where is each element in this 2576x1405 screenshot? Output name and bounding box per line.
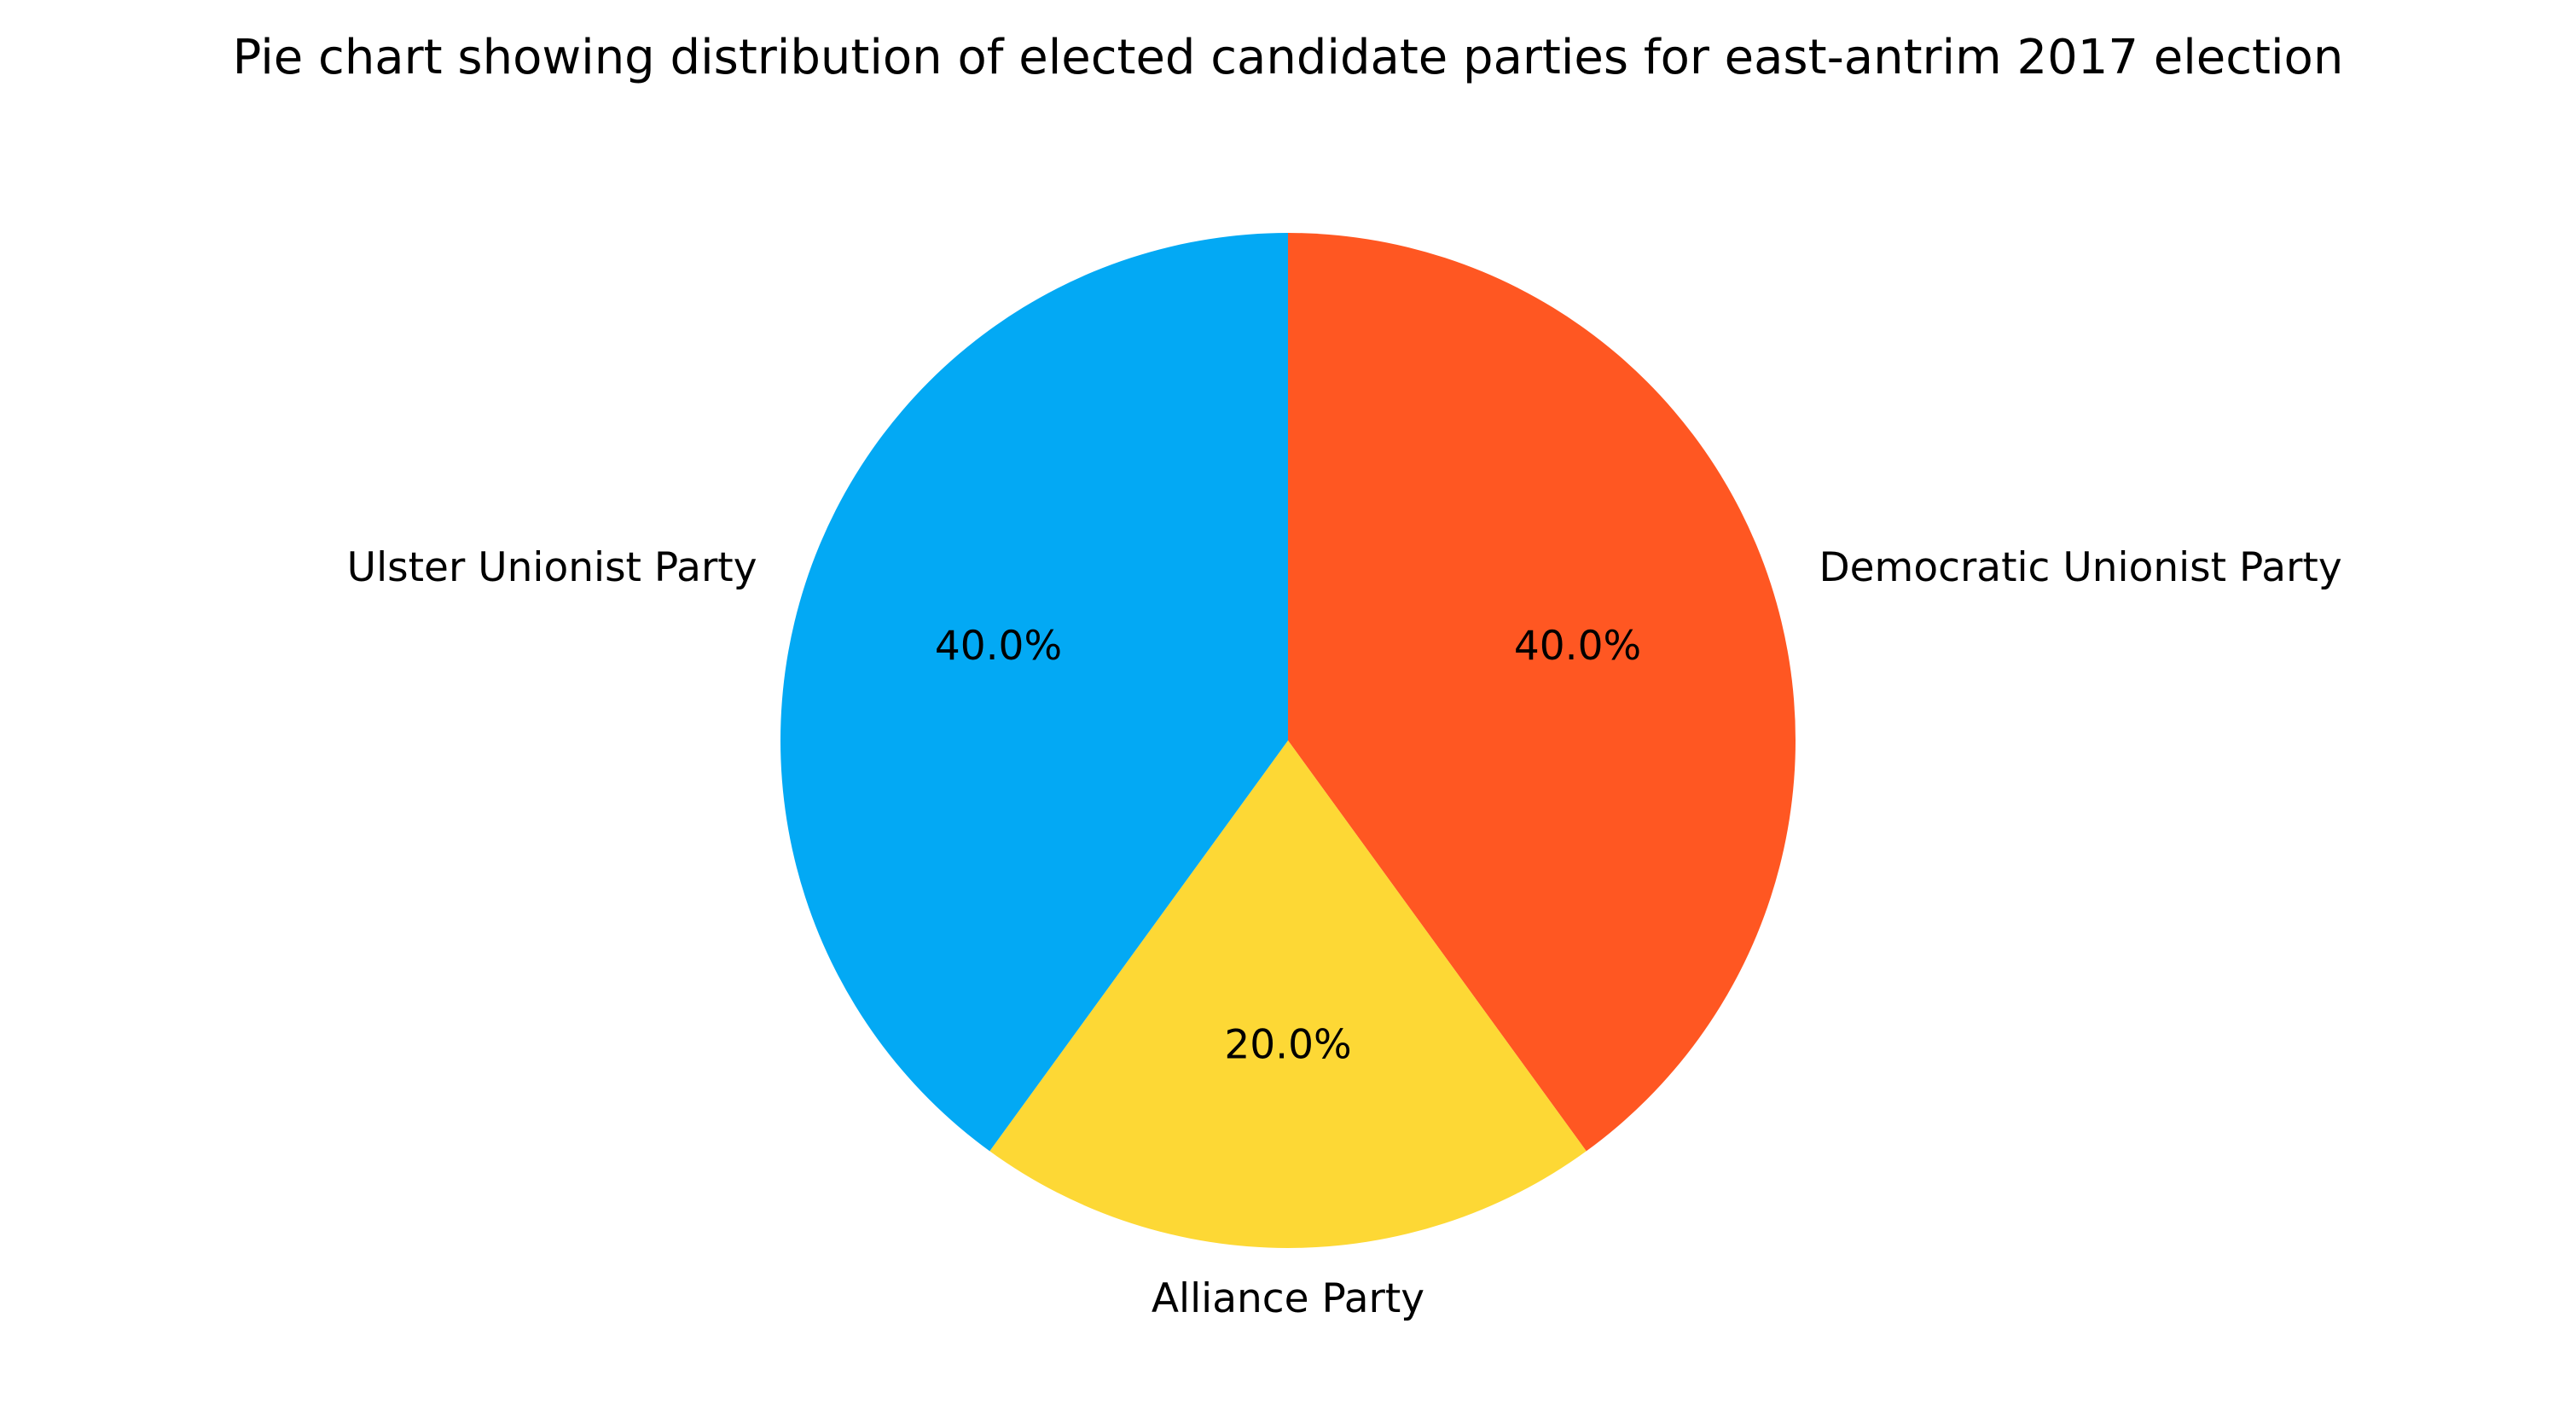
pct-label-alliance-party: 20.0% [1224,1022,1351,1069]
pct-label-democratic-unionist-party: 40.0% [1514,623,1641,670]
pct-label-ulster-unionist-party: 40.0% [935,623,1062,670]
pie-slice-ulster-unionist-party [780,233,1288,1152]
slice-label-alliance-party: Alliance Party [1152,1275,1424,1322]
pie-slice-alliance-party [989,740,1587,1248]
pie-slice-democratic-unionist-party [1288,233,1796,1152]
slice-label-democratic-unionist-party: Democratic Unionist Party [1819,544,2341,591]
pie-labels: Democratic Unionist Party 40.0% Alliance P… [347,544,2342,1322]
chart-title: Pie chart showing distribution of electe… [233,30,2344,85]
pie-slices [780,233,1796,1248]
slice-label-ulster-unionist-party: Ulster Unionist Party [347,544,757,591]
